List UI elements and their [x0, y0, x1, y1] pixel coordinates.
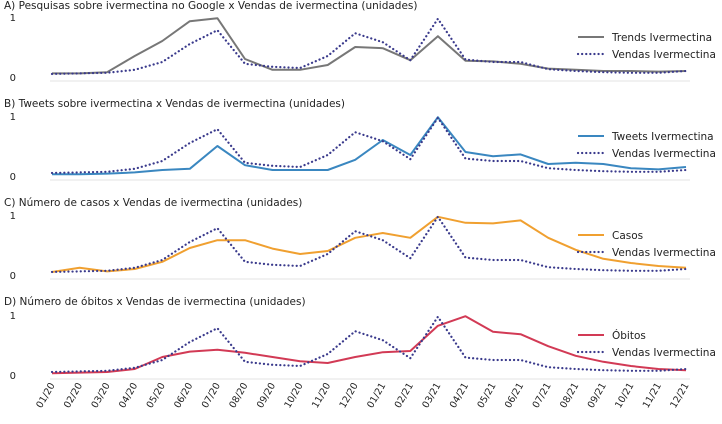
panel-title: A) Pesquisas sobre ivermectina no Google…	[4, 0, 418, 12]
series-line-vendas-ivermectina	[50, 17, 688, 76]
series-line-vendas-ivermectina	[50, 215, 688, 274]
panel-title: D) Número de óbitos x Vendas de ivermect…	[4, 296, 306, 308]
x-tick-label: 07/20	[200, 381, 223, 410]
x-tick-label: 05/21	[475, 381, 498, 410]
legend-label: Vendas Ivermectina	[612, 247, 716, 259]
y-tick-label: 0	[10, 172, 16, 183]
panel-b: B) Tweets sobre ivermectina x Vendas de …	[4, 98, 716, 183]
legend-label: Tweets Ivermectina	[611, 131, 714, 143]
x-tick-label: 09/21	[586, 381, 609, 410]
x-tick-label: 06/20	[172, 381, 195, 410]
y-tick-label: 1	[10, 112, 16, 123]
panel-title: B) Tweets sobre ivermectina x Vendas de …	[4, 98, 345, 110]
y-tick-label: 0	[10, 73, 16, 84]
x-tick-label: 08/21	[558, 381, 581, 410]
series-line-trends-ivermectina	[52, 17, 687, 75]
x-tick-label: 12/20	[338, 381, 361, 410]
series-line-vendas-ivermectina	[50, 116, 688, 175]
x-tick-label: 08/20	[227, 381, 250, 410]
x-tick-label: 11/20	[310, 381, 333, 410]
panel-c: C) Número de casos x Vendas de ivermecti…	[4, 197, 716, 282]
series-line-tweets-ivermectina	[52, 116, 687, 176]
legend-label: Trends Ivermectina	[611, 32, 712, 44]
x-tick-label: 07/21	[531, 381, 554, 410]
panel-title: C) Número de casos x Vendas de ivermecti…	[4, 197, 302, 209]
x-tick-label: 11/21	[641, 381, 664, 410]
panel-d: D) Número de óbitos x Vendas de ivermect…	[4, 296, 716, 382]
legend-label: Vendas Ivermectina	[612, 347, 716, 359]
x-tick-label: 03/20	[90, 381, 113, 410]
legend-label: Vendas Ivermectina	[612, 148, 716, 160]
x-tick-label: 06/21	[503, 381, 526, 410]
x-tick-label: 01/21	[365, 381, 388, 410]
series-line-vendas-ivermectina	[50, 315, 688, 374]
legend-label: Óbitos	[612, 329, 646, 342]
x-tick-label: 02/21	[393, 381, 416, 410]
x-tick-label: 03/21	[420, 381, 443, 410]
legend-label: Vendas Ivermectina	[612, 49, 716, 61]
x-axis: 01/20 02/20 03/20 04/20 05/20 06/20 07/20 08/20…	[34, 381, 691, 410]
legend-label: Casos	[612, 230, 643, 242]
x-tick-label: 10/20	[282, 381, 305, 410]
panel-a: A) Pesquisas sobre ivermectina no Google…	[4, 0, 716, 84]
y-tick-label: 1	[10, 211, 16, 222]
series-line-óbitos	[51, 315, 687, 375]
y-tick-label: 0	[10, 371, 16, 382]
x-tick-label: 01/20	[34, 381, 57, 410]
y-tick-label: 1	[10, 311, 16, 322]
x-tick-label: 12/21	[668, 381, 691, 410]
y-tick-label: 0	[10, 271, 16, 282]
x-tick-label: 04/20	[117, 381, 140, 410]
series-line-casos	[51, 215, 687, 273]
x-tick-label: 05/20	[145, 381, 168, 410]
x-tick-label: 02/20	[62, 381, 85, 410]
y-tick-label: 1	[10, 13, 16, 24]
x-tick-label: 09/20	[255, 381, 278, 410]
x-tick-label: 10/21	[613, 381, 636, 410]
x-tick-label: 04/21	[448, 381, 471, 410]
